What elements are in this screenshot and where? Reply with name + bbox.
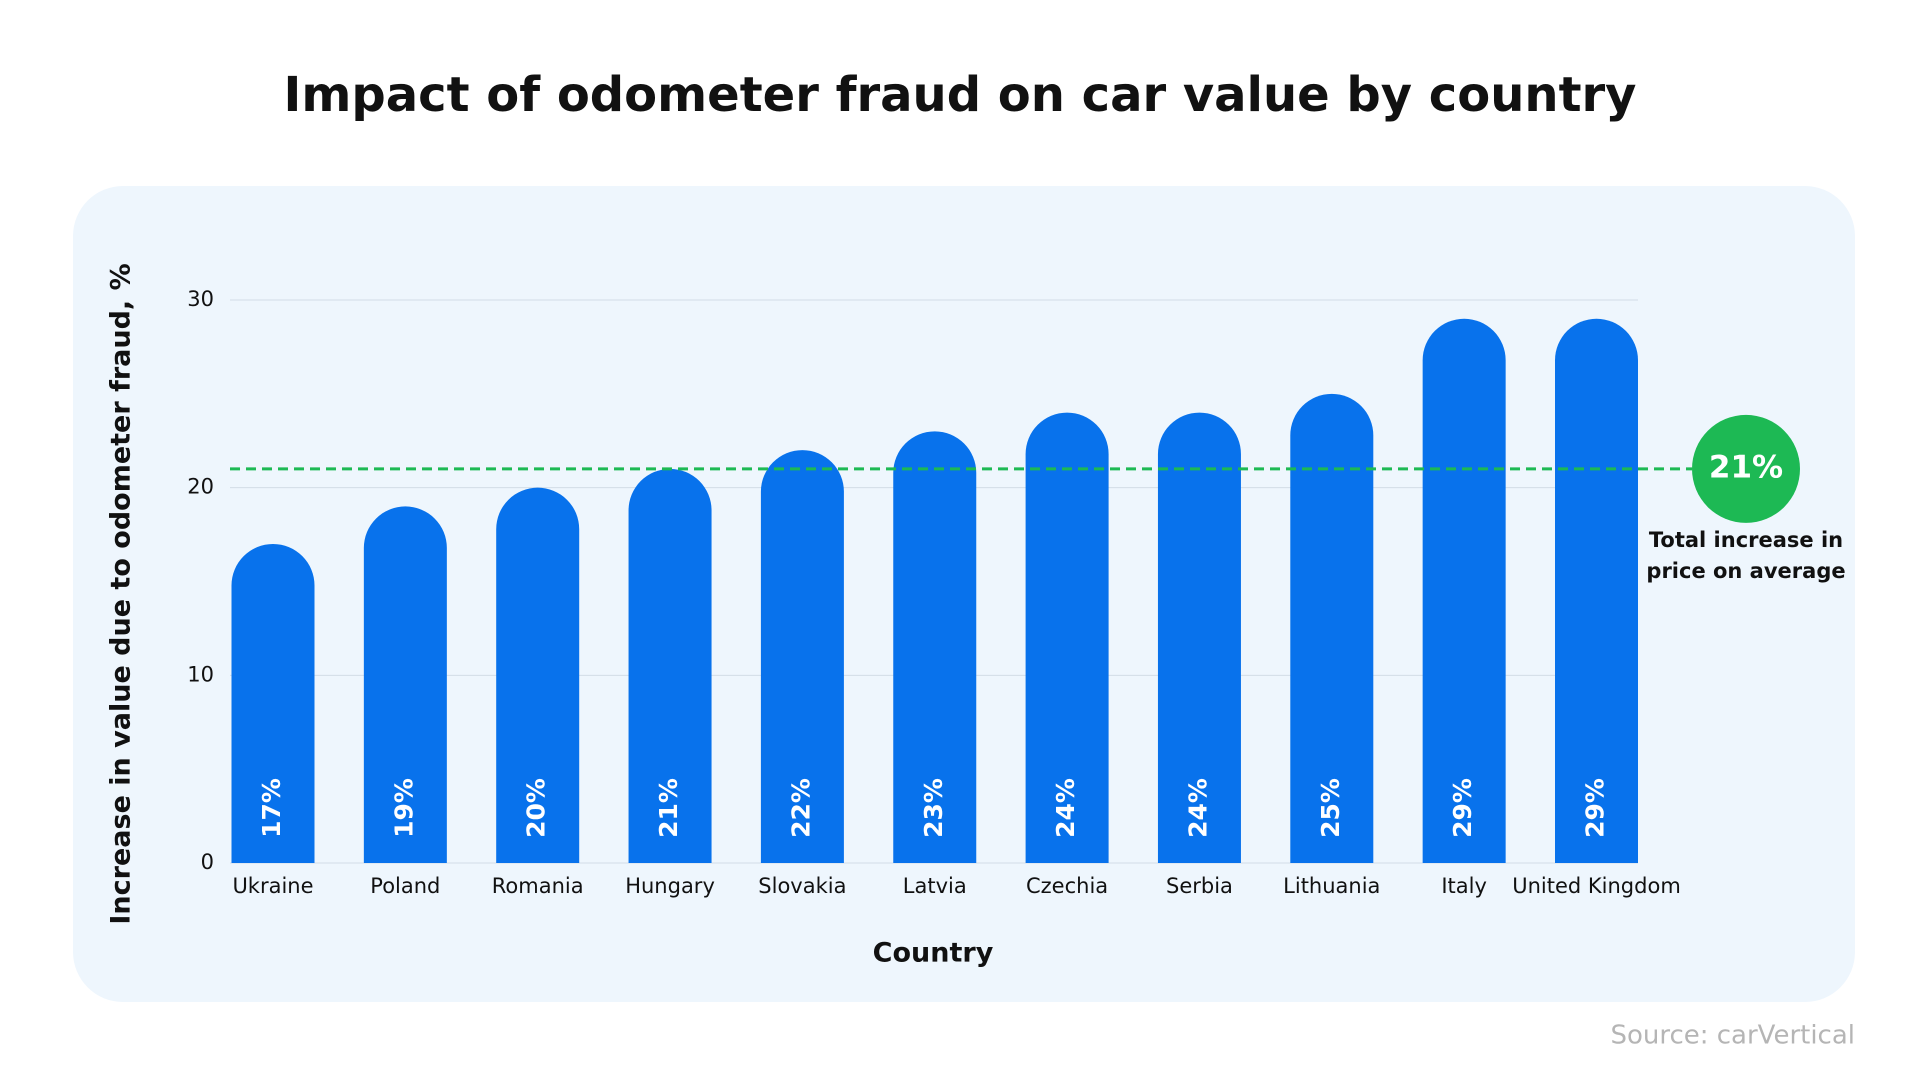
x-tick-label: Lithuania [1283,874,1380,898]
x-tick-label: United Kingdom [1512,874,1681,898]
value-label: 29% [1448,778,1477,838]
value-label: 29% [1581,778,1610,838]
bar [760,450,844,863]
y-tick-label: 10 [187,662,214,686]
value-label: 19% [389,778,418,838]
x-tick-label: Poland [370,874,440,898]
x-tick-label: Slovakia [758,874,846,898]
value-label: 25% [1316,778,1345,838]
x-tick-label: Czechia [1026,874,1108,898]
bar [1157,412,1241,863]
x-tick-label: Romania [492,874,584,898]
average-label: 21% [1709,449,1783,485]
y-tick-label: 30 [187,287,214,311]
value-label: 20% [522,778,551,838]
bar [1290,393,1374,863]
bar [496,487,580,863]
y-tick-label: 0 [201,850,214,874]
y-axis-title: Increase in value due to odometer fraud,… [106,263,137,924]
value-label: 24% [1183,778,1212,838]
bar [1555,318,1638,864]
bar [1025,412,1109,863]
value-label: 24% [1051,778,1080,838]
x-tick-label: Hungary [625,874,715,898]
bar [628,468,712,863]
x-axis-title: Country [873,938,994,969]
x-tick-label: Latvia [903,874,967,898]
chart-title: Impact of odometer fraud on car value by… [284,67,1637,123]
average-note: Total increase in price on average [1646,528,1846,583]
value-label: 22% [786,778,815,838]
value-label: 23% [919,778,948,838]
source: Source: carVertical [1610,1021,1855,1051]
bar [231,543,315,863]
value-label: 17% [257,778,286,838]
x-tick-label: Serbia [1166,874,1233,898]
value-label: 21% [654,778,683,838]
x-tick-label: Ukraine [232,874,313,898]
average-badge [1692,414,1800,523]
bar [893,431,977,863]
bar [1422,318,1506,864]
bar [363,506,447,863]
x-tick-label: Italy [1441,874,1487,898]
y-tick-label: 20 [187,475,214,499]
